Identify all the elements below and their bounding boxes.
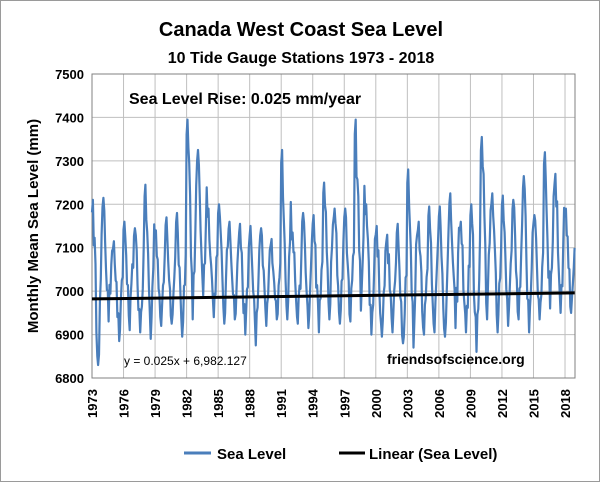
x-tick-label: 2012 [495,389,510,418]
y-tick-label: 7500 [55,67,84,82]
y-axis: 6800 6900 7000 7100 7200 7300 7400 7500 [55,67,84,386]
x-tick-label: 2003 [400,389,415,418]
x-tick-label: 2006 [432,389,447,418]
x-tick-label: 2015 [526,389,541,418]
x-tick-label: 1997 [337,389,352,418]
x-tick-label: 1991 [274,389,289,418]
y-tick-label: 7000 [55,284,84,299]
legend-label-sea-level: Sea Level [217,446,286,463]
x-tick-label: 1982 [180,389,195,418]
x-axis: 1973 1976 1979 1982 1985 1988 1991 1994 1997 2000… [85,388,573,418]
y-tick-label: 7200 [55,197,84,212]
y-tick-label: 6800 [55,371,84,386]
x-tick-label: 2000 [369,389,384,418]
legend-label-linear: Linear (Sea Level) [369,446,497,463]
x-tick-label: 1985 [211,389,226,418]
y-tick-label: 7400 [55,110,84,125]
x-tick-label: 1994 [306,388,321,418]
y-tick-label: 7300 [55,154,84,169]
y-tick-label: 6900 [55,328,84,343]
chart-title: Canada West Coast Sea Level [159,19,443,41]
linear-trend-line [91,291,575,301]
x-tick-label: 1976 [117,389,132,418]
y-tick-label: 7100 [55,241,84,256]
chart-subtitle: 10 Tide Gauge Stations 1973 - 2018 [168,50,435,67]
x-tick-label: 1973 [85,389,100,418]
trend-equation: y = 0.025x + 6,982.127 [124,354,247,368]
sea-level-rise-annotation: Sea Level Rise: 0.025 mm/year [129,91,361,108]
series-layer [90,118,576,367]
x-tick-label: 1988 [243,389,258,418]
y-axis-label: Monthly Mean Sea Level (mm) [25,119,42,333]
source-label: friendsofscience.org [387,351,525,367]
sea-level-line [90,118,576,367]
plot-area [91,73,576,379]
legend: Sea Level Linear (Sea Level) [184,446,497,463]
x-tick-label: 2009 [463,389,478,418]
x-tick-label: 2018 [558,389,573,418]
x-tick-label: 1979 [148,389,163,418]
